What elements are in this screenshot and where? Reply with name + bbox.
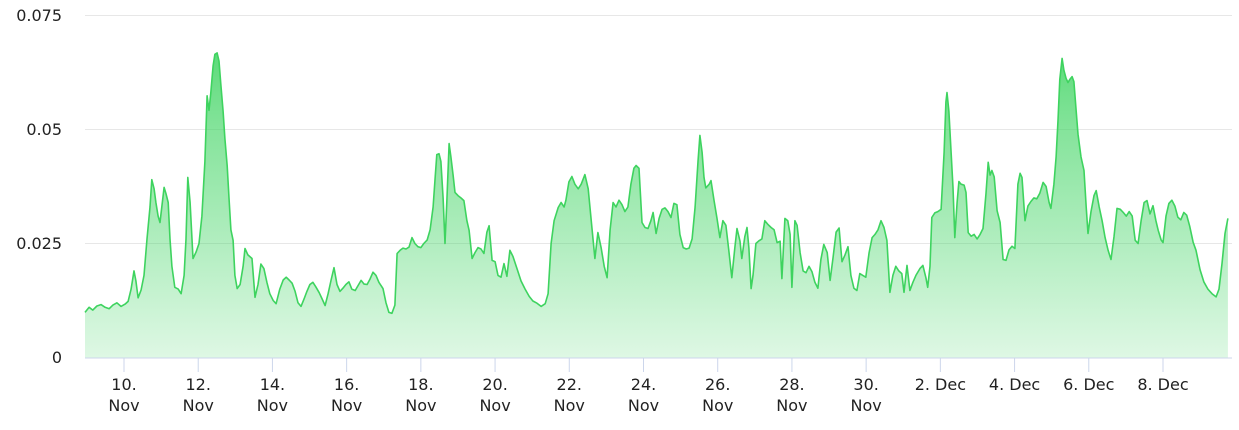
x-axis-label: 4. Dec — [989, 375, 1040, 394]
y-axis-label: 0.075 — [16, 6, 62, 25]
x-axis-label: 20. — [482, 375, 507, 394]
x-axis-label: Nov — [331, 396, 362, 415]
x-axis-label: 16. — [334, 375, 359, 394]
x-axis-label: 26. — [705, 375, 730, 394]
x-axis-label: 28. — [779, 375, 804, 394]
x-axis-label: Nov — [702, 396, 733, 415]
y-axis-label: 0.05 — [26, 120, 62, 139]
y-axis-label: 0.025 — [16, 234, 62, 253]
x-axis-label: 18. — [408, 375, 433, 394]
x-axis-label: Nov — [257, 396, 288, 415]
x-axis-label: 24. — [631, 375, 656, 394]
x-axis-label: Nov — [405, 396, 436, 415]
x-axis-label: Nov — [628, 396, 659, 415]
x-axis-label: Nov — [776, 396, 807, 415]
x-axis-label: 8. Dec — [1137, 375, 1188, 394]
y-axis-label: 0 — [52, 348, 62, 367]
x-axis-label: Nov — [183, 396, 214, 415]
x-axis-label: Nov — [554, 396, 585, 415]
x-axis-label: 6. Dec — [1063, 375, 1114, 394]
x-axis-label: Nov — [851, 396, 882, 415]
x-axis-label: Nov — [479, 396, 510, 415]
x-axis-label: 22. — [557, 375, 582, 394]
area-series-fill[interactable] — [85, 52, 1228, 358]
x-axis-label: 12. — [185, 375, 210, 394]
area-series-line — [84, 52, 1229, 315]
x-axis-label: 30. — [853, 375, 878, 394]
x-axis-label: 10. — [111, 375, 136, 394]
x-axis-label: Nov — [108, 396, 139, 415]
x-axis-label: 2. Dec — [915, 375, 966, 394]
x-axis-label: 14. — [260, 375, 285, 394]
